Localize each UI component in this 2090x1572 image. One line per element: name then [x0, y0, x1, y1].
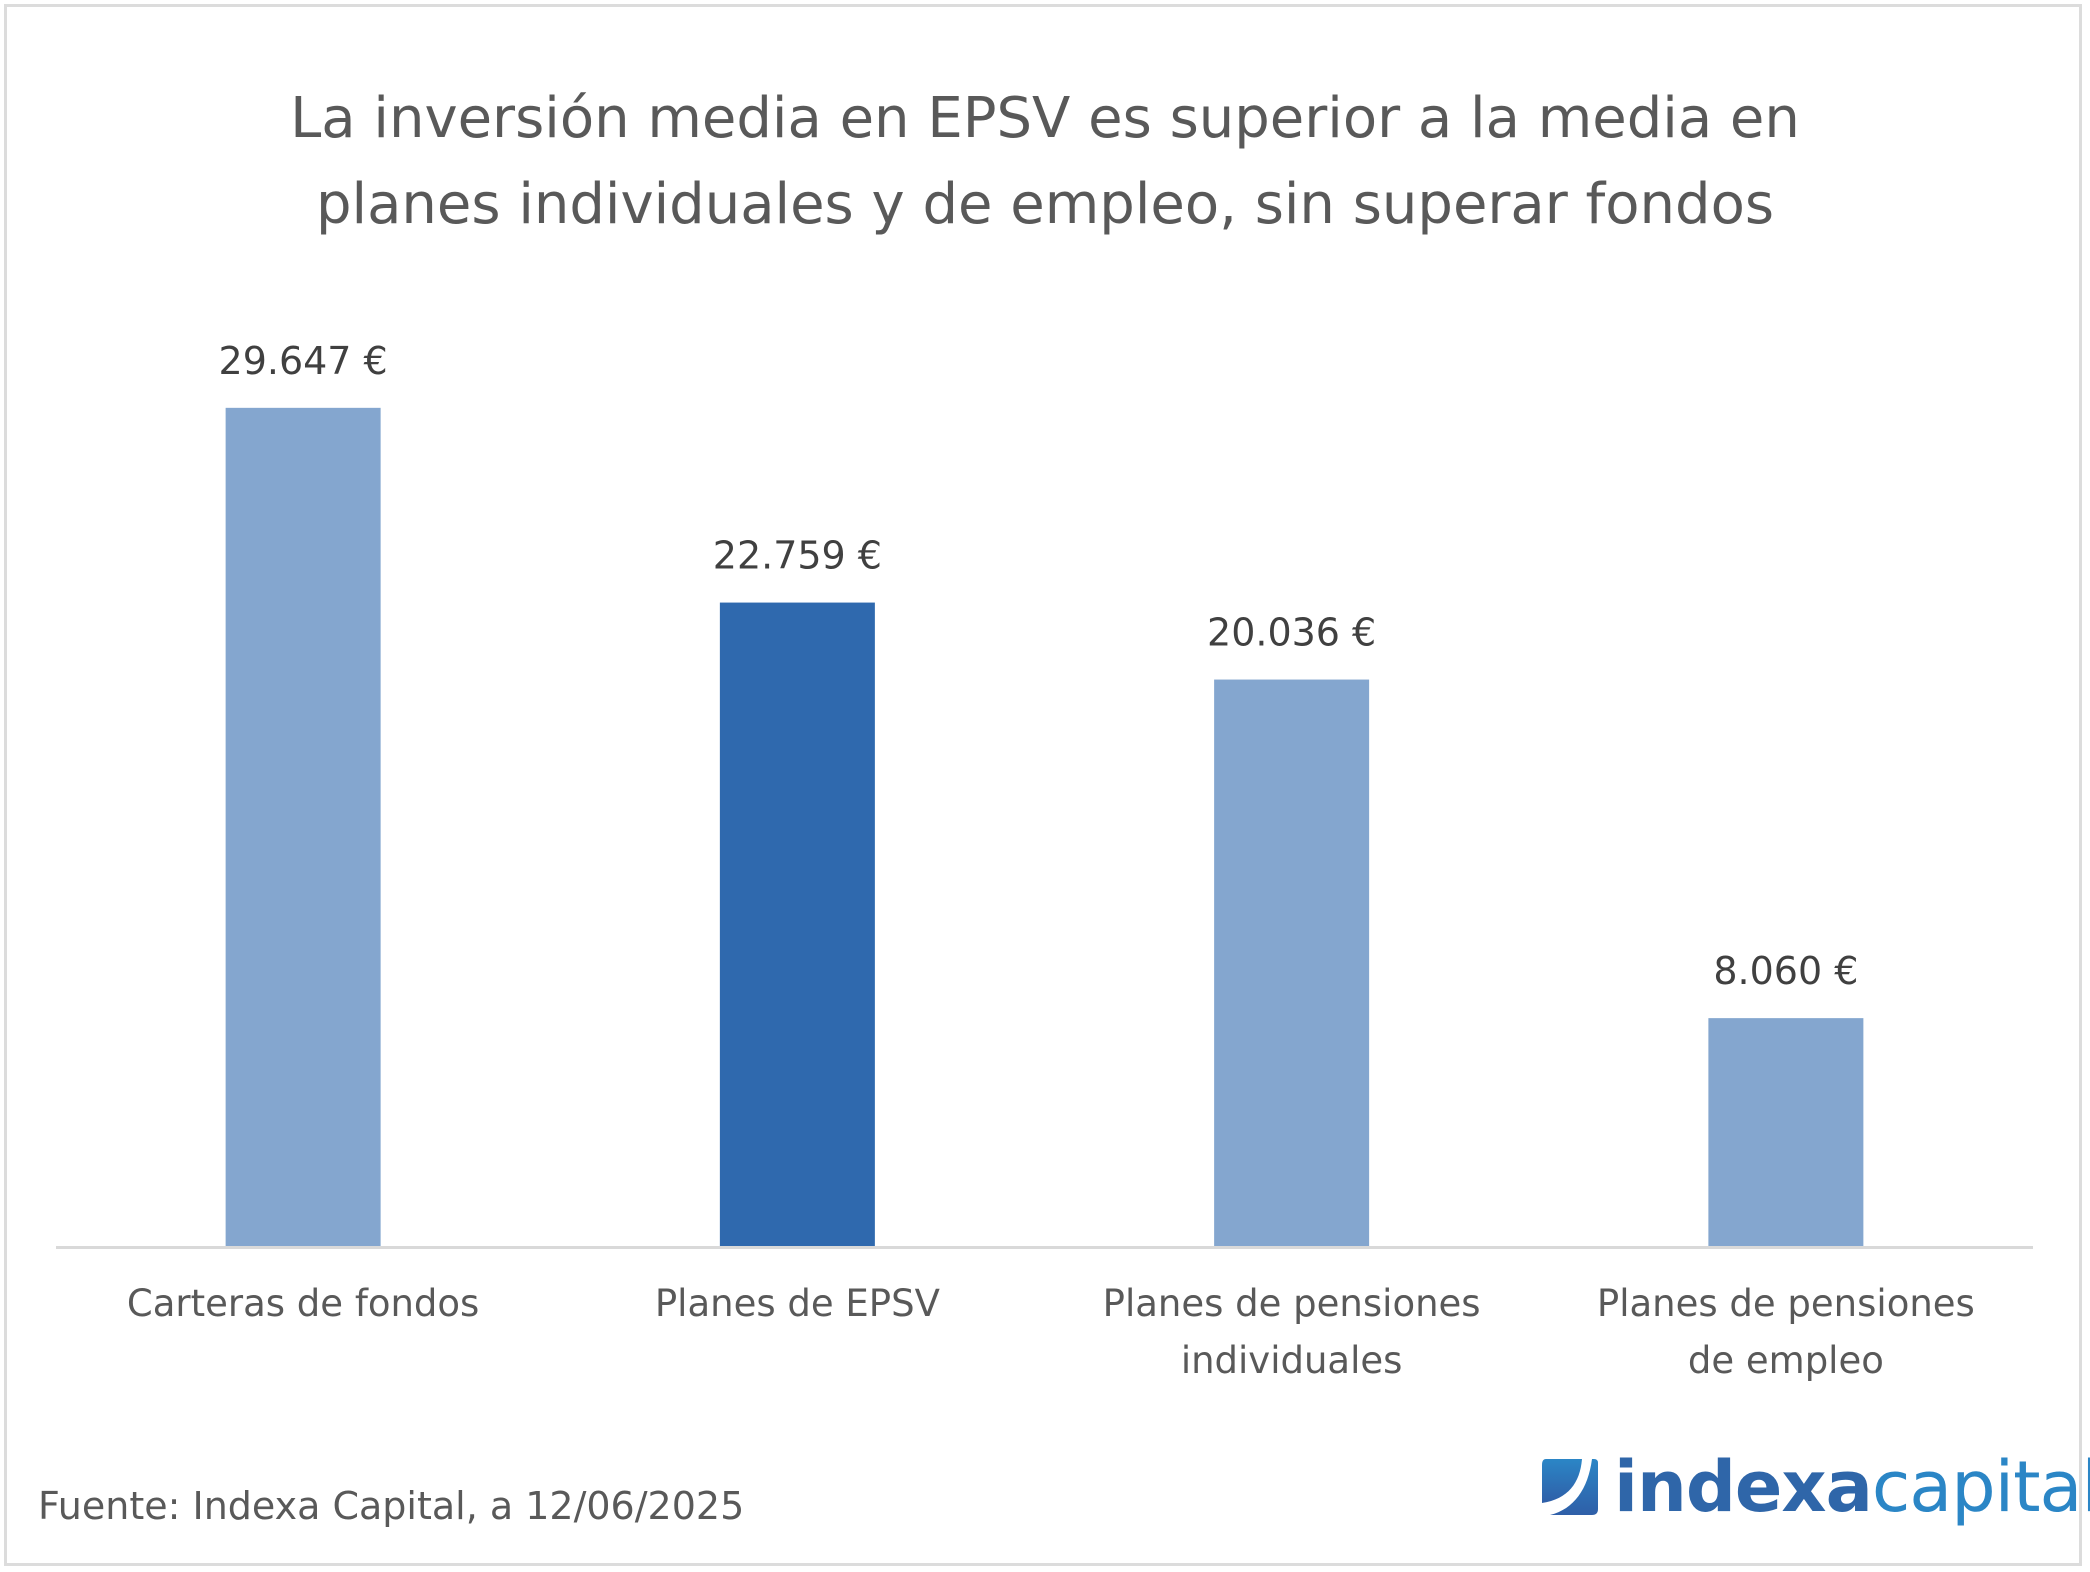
- bar-1: [225, 407, 381, 1247]
- bar-4: [1708, 1018, 1864, 1246]
- category-label-3-line-2: individuales: [1181, 1339, 1403, 1382]
- data-label-1: 29.647 €: [219, 339, 388, 383]
- category-label-2: Planes de EPSV: [655, 1282, 940, 1325]
- data-label-4: 8.060 €: [1713, 949, 1858, 993]
- chart-title: La inversión media en EPSV es superior a…: [0, 76, 2090, 248]
- data-label-2: 22.759 €: [713, 534, 882, 578]
- category-label-1: Carteras de fondos: [127, 1282, 479, 1325]
- category-label-3-line-1: Planes de pensiones: [1103, 1282, 1481, 1325]
- chart-title-line-1: La inversión media en EPSV es superior a…: [290, 86, 1800, 151]
- source-note: Fuente: Indexa Capital, a 12/06/2025: [38, 1484, 745, 1528]
- logo-text-capital: capital: [1871, 1446, 2090, 1528]
- bar-3: [1214, 679, 1370, 1246]
- chart-frame: [4, 4, 2082, 1566]
- chart-title-line-2: planes individuales y de empleo, sin sup…: [315, 172, 1775, 237]
- category-label-4-line-2: de empleo: [1688, 1339, 1884, 1382]
- category-label-4-line-1: Planes de pensiones: [1597, 1282, 1975, 1325]
- logo-text-indexa: indexa: [1614, 1446, 1873, 1528]
- indexa-capital-logo: indexa capital: [1540, 1446, 2090, 1528]
- indexa-logo-icon: [1542, 1459, 1598, 1515]
- data-label-3: 20.036 €: [1207, 611, 1376, 655]
- bar-2: [719, 602, 875, 1246]
